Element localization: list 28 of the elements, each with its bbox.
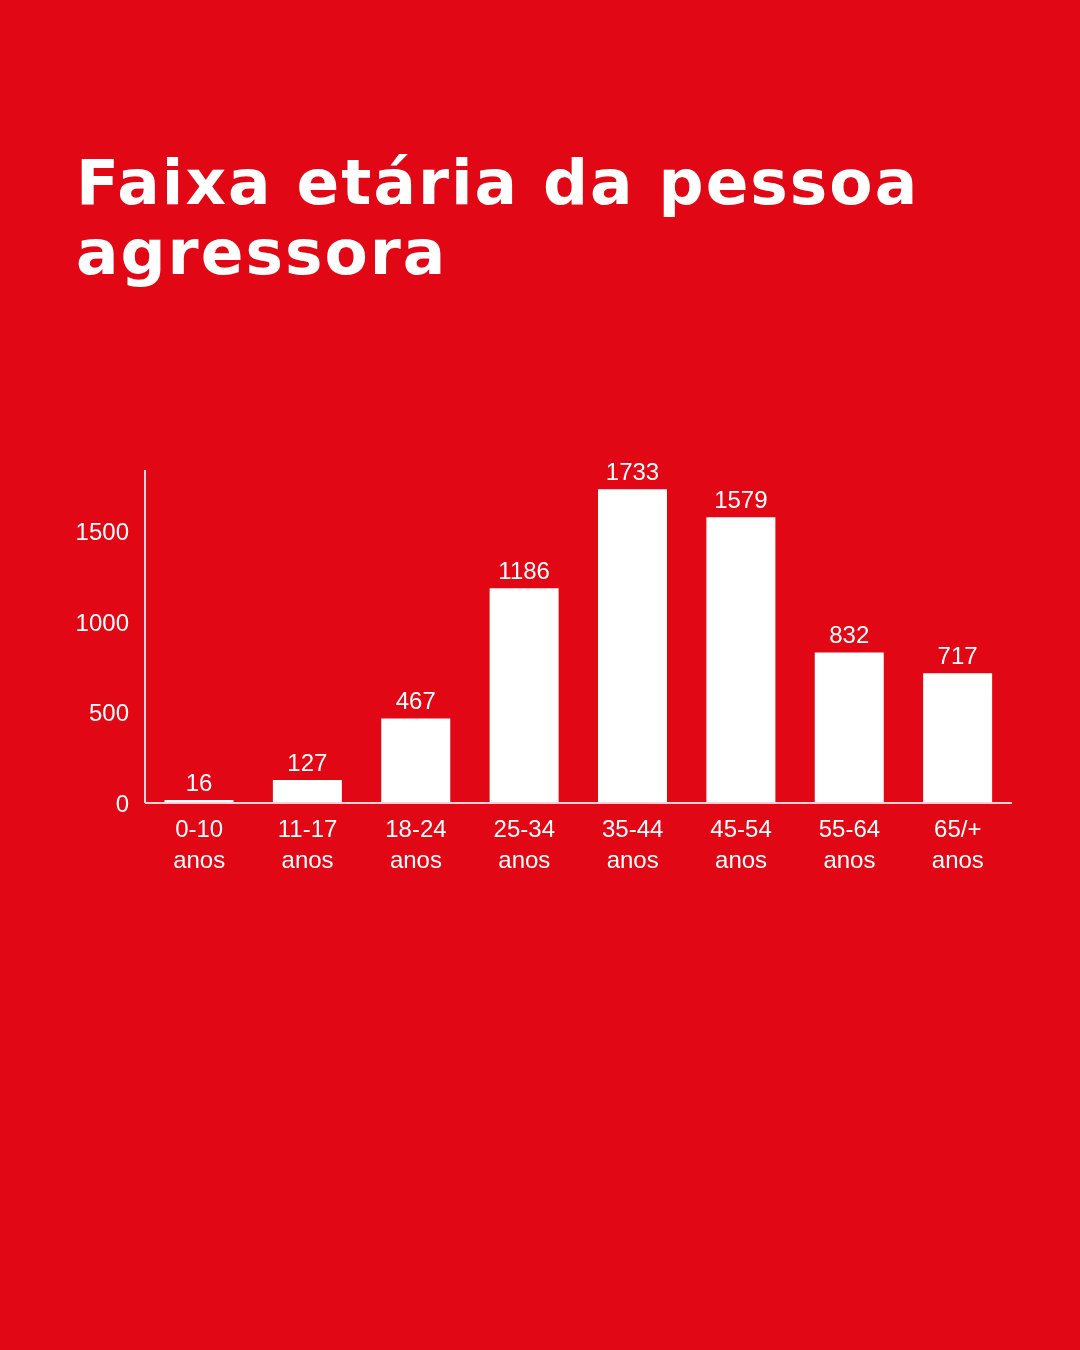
y-tick-label: 500: [88, 699, 129, 727]
bar: [923, 673, 993, 803]
y-tick-label: 1000: [75, 608, 129, 636]
x-tick-label: 55-64 anos: [818, 815, 881, 873]
x-tick-label: 35-44 anos: [601, 815, 664, 873]
bar: [598, 489, 668, 803]
bar: [814, 652, 884, 803]
data-label: 467: [395, 687, 436, 715]
y-tick-label: 0: [115, 789, 129, 817]
bar: [489, 588, 559, 803]
x-tick-label: 11-17 anos: [277, 815, 338, 873]
data-label: 832: [829, 621, 870, 649]
data-label: 1579: [714, 486, 768, 514]
data-label: 16: [185, 769, 213, 797]
x-tick-label: 65/+ anos: [931, 815, 984, 873]
y-tick-label: 1500: [75, 518, 129, 546]
x-tick-label: 25-34 anos: [493, 815, 556, 873]
bar: [381, 718, 451, 803]
bar: [272, 780, 342, 803]
chart-title: Faixa etária da pessoa agressora: [76, 146, 921, 289]
x-tick-label: 0-10 anos: [173, 815, 226, 873]
bar: [706, 517, 776, 803]
x-tick-label: 45-54 anos: [710, 815, 772, 873]
x-tick-label: 18-24 anos: [385, 815, 447, 873]
data-label: 1186: [498, 557, 550, 585]
data-label: 1733: [605, 458, 660, 486]
data-label: 717: [937, 642, 978, 670]
data-label: 127: [287, 749, 328, 777]
